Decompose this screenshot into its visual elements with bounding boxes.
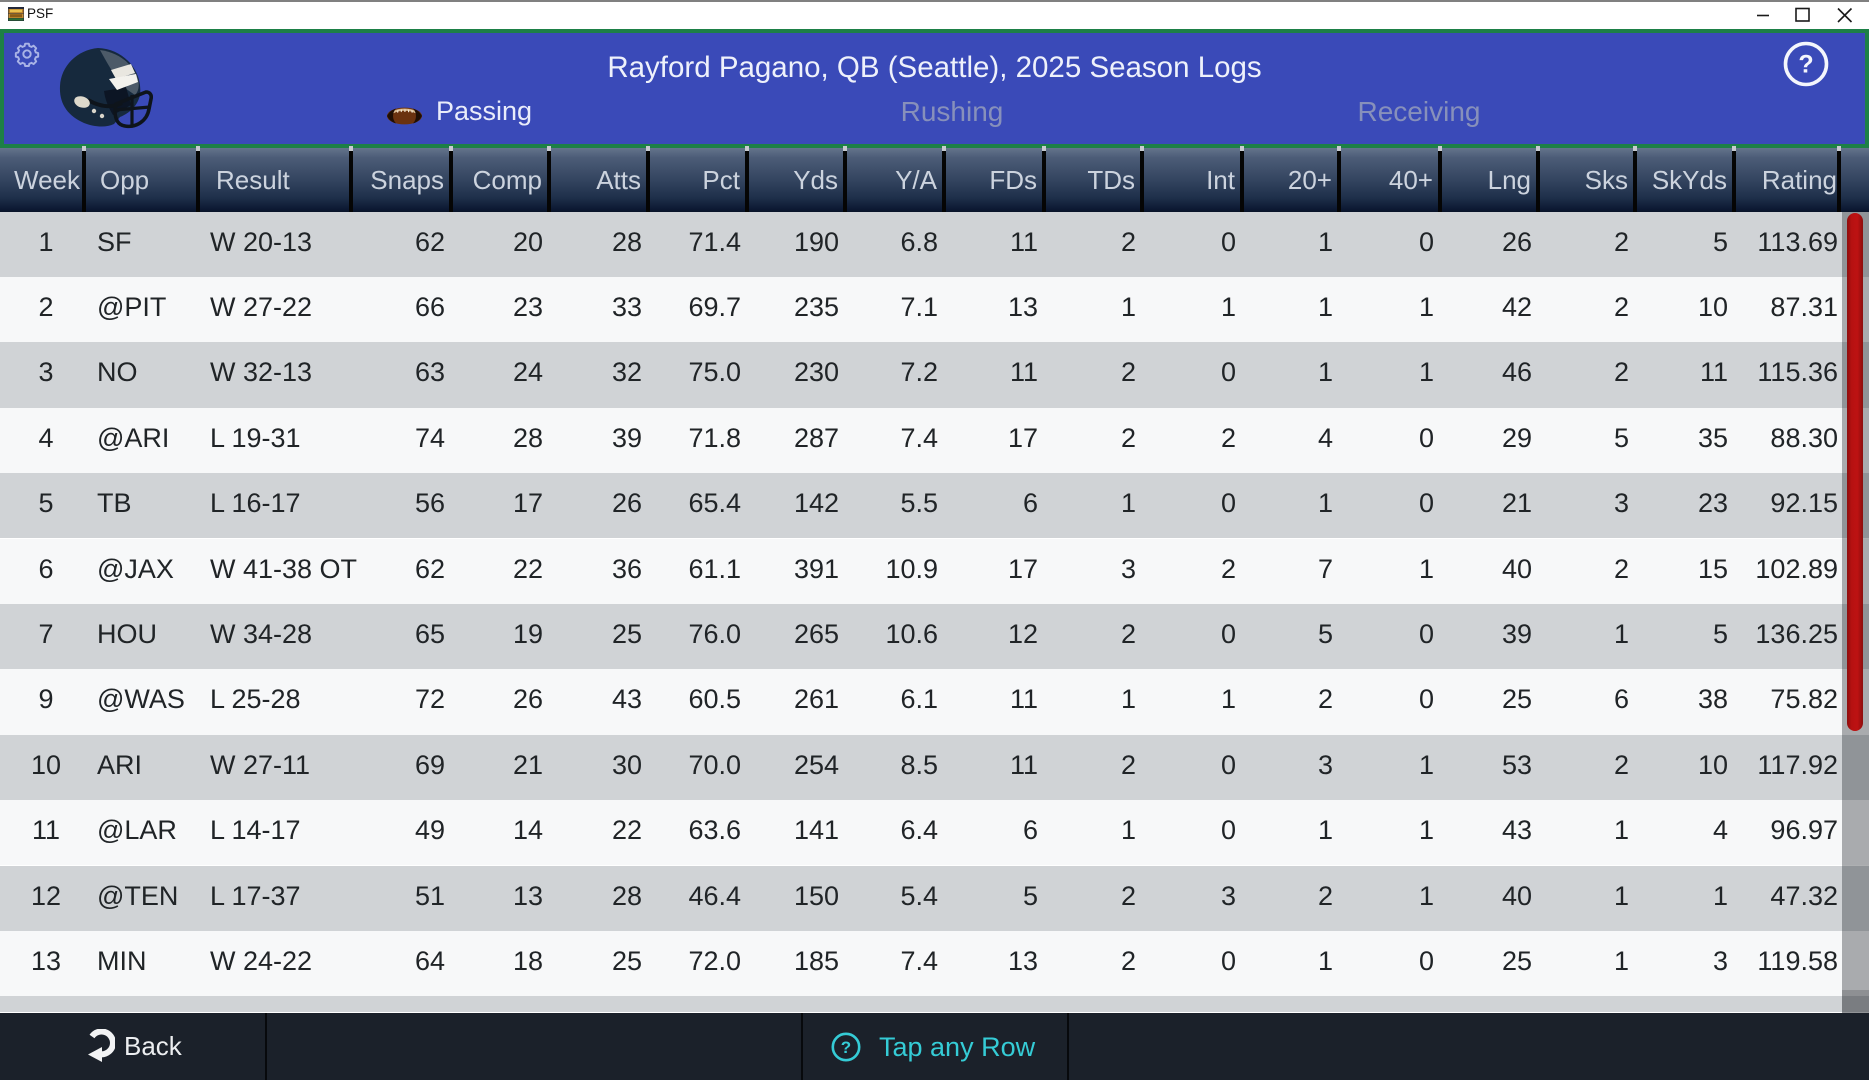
svg-text:?: ? (1798, 51, 1813, 79)
svg-text:?: ? (841, 1038, 851, 1057)
